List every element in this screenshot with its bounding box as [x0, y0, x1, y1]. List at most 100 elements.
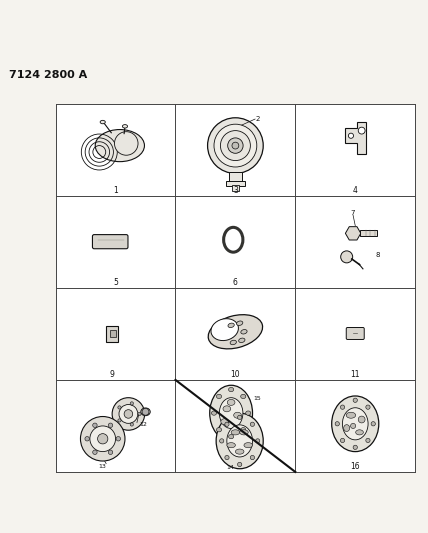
- Ellipse shape: [342, 253, 351, 261]
- Bar: [175, 288, 295, 380]
- Text: 12: 12: [139, 422, 147, 427]
- Circle shape: [130, 402, 134, 405]
- Text: 7: 7: [351, 210, 355, 216]
- Ellipse shape: [221, 418, 229, 425]
- Circle shape: [130, 423, 134, 426]
- Circle shape: [119, 405, 138, 423]
- Ellipse shape: [217, 427, 222, 432]
- Ellipse shape: [122, 125, 128, 128]
- Ellipse shape: [100, 120, 105, 124]
- Ellipse shape: [353, 398, 357, 402]
- Ellipse shape: [356, 430, 363, 435]
- Ellipse shape: [210, 385, 253, 441]
- Bar: [175, 380, 295, 472]
- Text: 16: 16: [351, 462, 360, 471]
- Bar: [56, 380, 175, 472]
- Ellipse shape: [216, 413, 263, 469]
- Circle shape: [93, 423, 97, 427]
- Text: 9: 9: [110, 370, 115, 379]
- Polygon shape: [345, 122, 366, 154]
- Circle shape: [80, 416, 125, 461]
- Circle shape: [348, 133, 354, 139]
- Bar: [175, 104, 295, 196]
- Circle shape: [228, 138, 243, 154]
- Ellipse shape: [208, 314, 263, 349]
- Ellipse shape: [227, 425, 253, 457]
- Text: 2: 2: [256, 116, 260, 122]
- Circle shape: [208, 118, 263, 173]
- Bar: [110, 329, 116, 337]
- Ellipse shape: [225, 455, 229, 459]
- Ellipse shape: [141, 408, 150, 416]
- Circle shape: [85, 437, 89, 441]
- Ellipse shape: [225, 422, 229, 426]
- Ellipse shape: [358, 416, 365, 423]
- Ellipse shape: [227, 442, 235, 448]
- Circle shape: [124, 410, 133, 418]
- Text: 4: 4: [353, 186, 358, 195]
- Text: 15: 15: [253, 395, 261, 401]
- Circle shape: [112, 398, 145, 430]
- Ellipse shape: [246, 411, 251, 415]
- Ellipse shape: [241, 427, 246, 432]
- Text: 6: 6: [233, 278, 238, 287]
- Circle shape: [214, 124, 257, 167]
- Ellipse shape: [235, 449, 244, 454]
- Ellipse shape: [335, 422, 339, 426]
- Ellipse shape: [241, 394, 246, 399]
- Ellipse shape: [223, 406, 231, 412]
- Circle shape: [341, 251, 353, 263]
- Ellipse shape: [250, 455, 255, 459]
- Ellipse shape: [371, 422, 375, 426]
- Ellipse shape: [95, 130, 145, 161]
- Bar: [56, 288, 175, 380]
- Ellipse shape: [366, 438, 370, 442]
- Ellipse shape: [229, 434, 234, 439]
- Bar: [229, 172, 242, 184]
- Ellipse shape: [227, 399, 235, 406]
- FancyBboxPatch shape: [346, 327, 364, 340]
- Circle shape: [108, 450, 113, 455]
- Text: 1: 1: [113, 186, 118, 195]
- Ellipse shape: [234, 412, 241, 418]
- Circle shape: [220, 131, 250, 160]
- Text: 13: 13: [98, 464, 106, 469]
- Ellipse shape: [250, 422, 255, 426]
- Polygon shape: [345, 227, 361, 240]
- Text: 5: 5: [113, 278, 118, 287]
- Text: 8: 8: [376, 252, 380, 258]
- Circle shape: [93, 450, 97, 455]
- Ellipse shape: [353, 445, 357, 449]
- Text: 11: 11: [351, 370, 360, 379]
- Ellipse shape: [219, 398, 243, 429]
- Ellipse shape: [238, 415, 242, 419]
- Bar: [295, 196, 415, 288]
- Circle shape: [142, 408, 149, 415]
- Ellipse shape: [340, 405, 345, 409]
- Ellipse shape: [211, 319, 238, 341]
- Circle shape: [118, 419, 121, 422]
- Ellipse shape: [351, 423, 356, 429]
- Bar: [295, 104, 415, 196]
- Ellipse shape: [340, 438, 345, 442]
- Bar: [295, 288, 415, 380]
- Ellipse shape: [228, 323, 234, 328]
- Bar: [295, 380, 415, 472]
- Bar: [56, 196, 175, 288]
- Text: 3: 3: [233, 186, 238, 195]
- Ellipse shape: [211, 411, 217, 415]
- Ellipse shape: [115, 132, 138, 155]
- Ellipse shape: [240, 430, 248, 435]
- Ellipse shape: [217, 394, 222, 399]
- Ellipse shape: [239, 338, 245, 343]
- Text: 10: 10: [231, 370, 240, 379]
- Ellipse shape: [346, 412, 356, 418]
- Ellipse shape: [220, 439, 224, 443]
- Circle shape: [232, 142, 239, 149]
- Ellipse shape: [241, 329, 247, 334]
- Bar: [360, 230, 377, 236]
- Ellipse shape: [366, 405, 370, 409]
- Bar: [232, 185, 239, 190]
- Bar: [175, 196, 295, 288]
- Circle shape: [118, 406, 121, 409]
